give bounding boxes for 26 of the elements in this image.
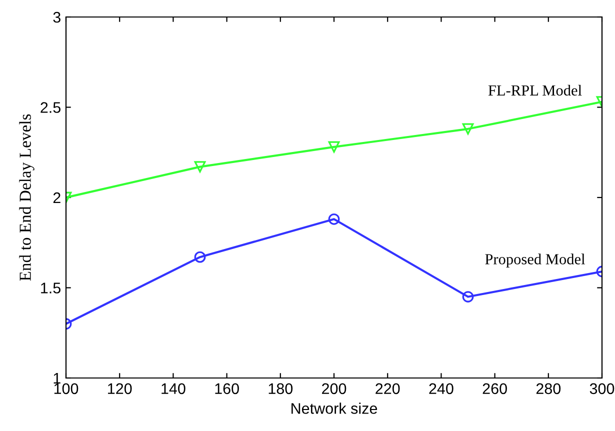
- x-tick-label: 160: [215, 383, 239, 394]
- x-axis-title: Network size: [292, 402, 378, 414]
- x-tick-label: 140: [162, 383, 186, 394]
- point: [462, 123, 474, 135]
- x-tick-label: 200: [322, 383, 346, 394]
- x-tick-label: 220: [376, 383, 400, 394]
- y-axis-title: End to End Delay Levels: [19, 114, 34, 281]
- point: [194, 161, 206, 173]
- y-tick-label: 2.5: [40, 102, 60, 113]
- point: [328, 141, 340, 153]
- point: [328, 213, 340, 225]
- x-tick-label: 120: [108, 383, 132, 394]
- y-tick-label: 3: [53, 12, 60, 23]
- series-label: Proposed Model: [485, 254, 585, 268]
- y-tick-label: 2: [53, 192, 60, 204]
- x-tick-label: 300: [590, 383, 614, 394]
- y-tick-label: 1.5: [41, 282, 60, 294]
- x-tick-label: 180: [268, 383, 293, 394]
- x-tick-label: 280: [536, 383, 561, 394]
- point: [194, 251, 206, 263]
- point: [462, 291, 474, 302]
- x-tick-label: 260: [482, 383, 507, 394]
- y-tick-label: 1: [54, 373, 60, 384]
- x-tick-label: 240: [429, 383, 454, 394]
- x-tick-label: 100: [54, 383, 78, 394]
- series-label: FL-RPL Model: [488, 84, 582, 96]
